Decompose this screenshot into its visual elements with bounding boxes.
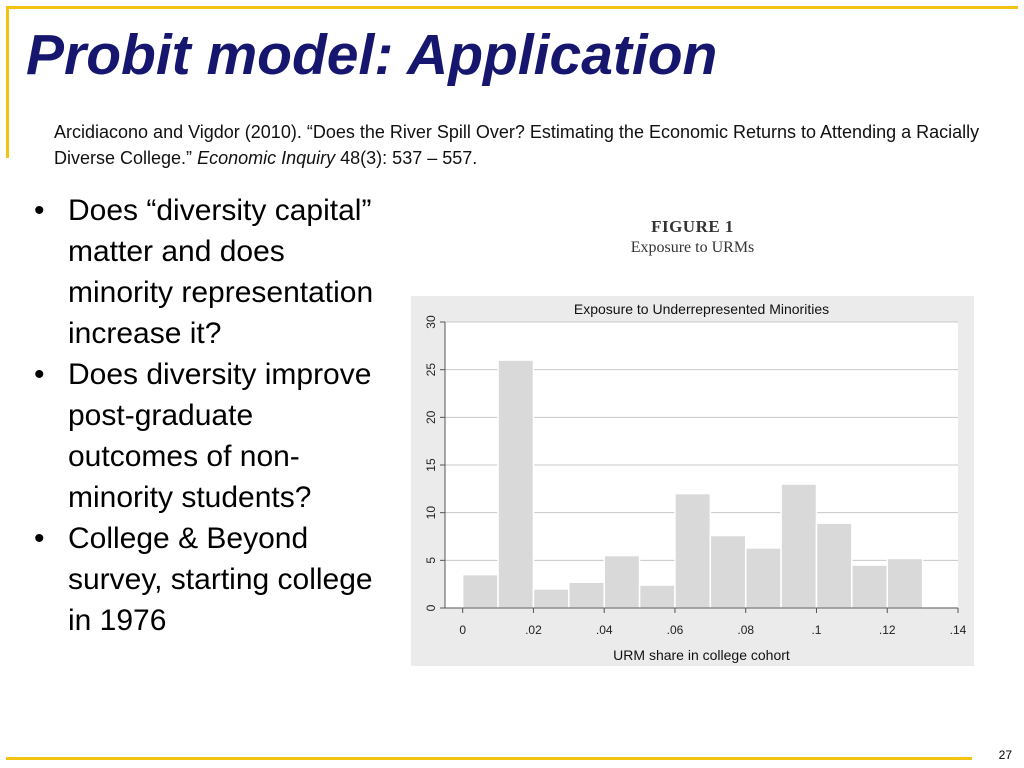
x-tick-label: .08 [737,623,754,637]
x-tick-label: .04 [596,623,613,637]
bullet-text: College & Beyond survey, starting colleg… [68,522,373,637]
histogram-bar [638,584,676,609]
chart-title: Exposure to Underrepresented Minorities [574,301,829,317]
figure-label: FIGURE 1 [651,217,734,236]
bullet-item: • Does diversity improve post-graduate ou… [34,354,379,518]
x-tick-label: .02 [525,623,542,637]
y-tick-label: 25 [424,363,438,377]
bullet-text: Does “diversity capital” matter and does… [68,194,374,350]
citation-journal: Economic Inquiry [197,148,336,168]
page-number: 27 [998,748,1012,762]
x-tick-label: 0 [459,623,466,637]
histogram-bar [744,547,782,609]
histogram-bar [532,588,570,609]
y-tick-label: 15 [424,458,438,472]
slide-title: Probit model: Application [26,23,718,87]
figure-caption: Exposure to URMs [630,239,755,256]
citation-text: Arcidiacono and Vigdor (2010). “Does the… [54,122,980,168]
accent-vertical-line [6,6,9,158]
bullet-marker: • [34,358,45,391]
histogram-bar [709,534,747,609]
y-tick-label: 30 [424,315,438,329]
histogram-bar [603,554,641,609]
bullet-list: • Does “diversity capital” matter and doe… [34,190,379,641]
histogram-bar [780,483,818,609]
bullet-text: Does diversity improve post-graduate out… [68,358,372,514]
bullet-marker: • [34,194,45,227]
histogram-bar [497,359,535,609]
y-tick-label: 0 [424,604,438,611]
accent-top-line [6,6,1018,9]
histogram-bar [815,522,853,609]
x-axis-label: URM share in college cohort [613,647,790,663]
histogram-bar [568,581,605,609]
x-tick-label: .14 [950,623,967,637]
x-tick-label: .12 [879,623,896,637]
citation-details: 48(3): 537 – 557. [340,148,478,168]
histogram-bar [461,573,499,609]
accent-bottom-line [6,757,972,760]
chart-panel: Exposure to Underrepresented Minorities 0… [411,296,974,666]
x-tick-label: .1 [811,623,821,637]
histogram-chart: Exposure to Underrepresented Minorities 0… [424,301,967,663]
bullet-item: • College & Beyond survey, starting colle… [34,518,379,641]
histogram-bar [886,557,924,609]
citation: Arcidiacono and Vigdor (2010). “Does the… [54,119,1014,171]
figure-heading: FIGURE 1 Exposure to URMs [560,216,825,258]
histogram-bar [851,564,888,609]
y-tick-label: 20 [424,410,438,424]
y-tick-label: 5 [424,557,438,564]
histogram-bar [674,492,712,609]
y-tick-label: 10 [424,506,438,520]
bullet-marker: • [34,522,45,555]
x-tick-label: .06 [667,623,684,637]
bullet-item: • Does “diversity capital” matter and doe… [34,190,379,354]
